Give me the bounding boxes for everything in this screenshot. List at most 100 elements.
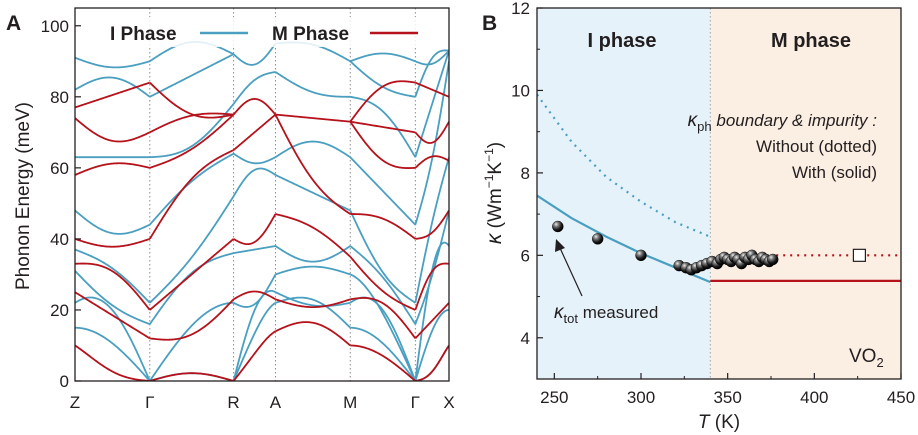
kph-legend-line1: κph boundary & impurity : <box>688 110 878 134</box>
open-square-marker <box>852 248 867 262</box>
m-phase-band-3-0 <box>275 321 351 347</box>
i-phase-band-4-8 <box>349 52 416 63</box>
y-tick-label-a: 20 <box>50 301 69 320</box>
i-phase-band-2-0 <box>232 302 276 381</box>
i-phase-band-3-6 <box>274 71 351 98</box>
legend-a: I Phase M Phase <box>100 17 440 47</box>
m-phase-band-0-6 <box>75 81 151 109</box>
kph-legend-without: Without (dotted) <box>756 137 877 156</box>
material-label: VO2 <box>849 346 884 370</box>
x-tick-label-b: 350 <box>713 388 741 407</box>
i-phase-band-5-1 <box>414 309 449 381</box>
i-phase-band-1-7 <box>149 53 234 98</box>
y-tick-label-a: 0 <box>60 372 69 391</box>
i-phase-band-5-3 <box>414 210 449 325</box>
x-tick-label-a: Z <box>70 393 80 412</box>
x-tick-label-b: 300 <box>627 388 655 407</box>
i-phase-band-5-6 <box>414 50 449 158</box>
y-tick-label-b: 12 <box>511 0 530 18</box>
x-tick-label-a: Γ <box>145 393 154 412</box>
measured-point <box>591 233 604 245</box>
i-phase-without-curve <box>537 93 711 238</box>
y-tick-label-b: 8 <box>521 164 530 183</box>
i-phase-band-0-1 <box>75 326 151 381</box>
m-phase-band-2-2 <box>233 213 277 246</box>
measured-arrow-shaft <box>559 247 583 297</box>
m-phase-band-4-2 <box>349 256 416 311</box>
i-phase-band-1-3 <box>149 252 234 325</box>
m-phase-band-5-1 <box>414 302 449 339</box>
m-phase-band-4-6 <box>349 80 416 123</box>
x-tick-label-a: R <box>227 393 239 412</box>
legend-label-m-phase: M Phase <box>272 24 349 45</box>
m-phase-band-5-0 <box>415 344 449 381</box>
i-phase-band-3-1 <box>275 291 351 307</box>
x-tick-label-b: 450 <box>887 388 915 407</box>
y-ticks-a: 0 20 40 60 80 100 <box>41 17 81 391</box>
m-phase-band-1-4 <box>149 113 235 169</box>
m-phase-band-2-3 <box>232 113 277 151</box>
measured-arrow-head <box>555 239 565 252</box>
x-tick-label-a: X <box>443 393 454 412</box>
panel-b: B 4 6 8 10 12 250 300 350 400 450 I phase M phas… <box>482 0 915 433</box>
x-tick-label-a: A <box>270 393 282 412</box>
x-axis-title-b: T (K) <box>698 412 740 433</box>
plot-frame-a <box>74 7 450 382</box>
i-phase-band-4-0 <box>350 326 417 381</box>
i-phase-band-0-0 <box>75 380 150 381</box>
i-phase-band-2-7 <box>232 43 277 66</box>
m-phase-band-3-2 <box>275 213 351 258</box>
i-phase-band-1-5 <box>149 152 235 226</box>
panel-a: A 0 20 40 60 80 100 Z Γ R A M Γ X Phonon Energy (me… <box>6 7 455 412</box>
i-phase-band-0-5 <box>75 209 151 235</box>
y-ticks-b: 4 6 8 10 12 <box>511 0 543 348</box>
m-phase-band-4-0 <box>350 344 416 381</box>
i-phase-band-4-4 <box>349 210 416 304</box>
m-phase-band-4-4 <box>349 121 416 169</box>
x-tick-label-b: 400 <box>800 388 828 407</box>
m-phase-band-0-4 <box>75 162 151 176</box>
x-tick-label-b: 250 <box>540 388 568 407</box>
x-tick-label-a: M <box>343 393 357 412</box>
i-phase-region <box>537 8 711 379</box>
m-phase-band-4-5 <box>350 120 416 134</box>
i-phase-band-4-2 <box>349 273 417 381</box>
i-phase-band-2-3 <box>233 245 276 254</box>
i-phase-band-0-3 <box>75 270 151 325</box>
m-phase-band-1-5 <box>149 112 234 134</box>
measured-label: κtot measured <box>554 302 658 326</box>
m-phase-label: M phase <box>771 30 851 52</box>
measured-points <box>552 220 779 276</box>
y-tick-label-a: 100 <box>41 17 69 36</box>
m-phase-band-1-1 <box>149 298 235 341</box>
m-phase-band-4-1 <box>350 297 417 339</box>
panel-letter-b: B <box>482 12 497 35</box>
measured-point <box>552 220 564 233</box>
band-structure <box>75 41 449 381</box>
i-phase-band-1-1 <box>149 380 234 381</box>
i-phase-band-3-2 <box>275 265 351 276</box>
panel-letter-a: A <box>6 12 21 35</box>
i-phase-band-5-7 <box>414 49 449 98</box>
i-phase-band-4-5 <box>349 156 416 226</box>
i-phase-band-1-4 <box>149 195 235 304</box>
i-phase-band-0-7 <box>75 76 151 98</box>
m-phase-band-1-2 <box>149 238 235 311</box>
m-phase-band-5-6 <box>414 81 449 98</box>
m-phase-band-2-0 <box>232 330 276 381</box>
y-axis-title-a: Phonon Energy (meV) <box>13 102 34 290</box>
i-phase-band-2-2 <box>233 274 277 308</box>
m-phase-band-1-6 <box>149 81 234 119</box>
m-phase-band-3-1 <box>275 298 351 309</box>
m-phase-band-2-4 <box>232 98 277 116</box>
i-phase-band-2-5 <box>233 152 276 165</box>
measured-point <box>767 253 779 266</box>
m-phase-band-5-3 <box>415 210 449 240</box>
y-axis-title-b: κ (Wm−1K−1) <box>482 142 506 244</box>
i-phase-band-5-5 <box>414 61 449 225</box>
i-phase-label: I phase <box>588 30 657 52</box>
m-phase-band-3-4 <box>275 113 351 123</box>
m-phase-band-5-2 <box>414 262 449 311</box>
